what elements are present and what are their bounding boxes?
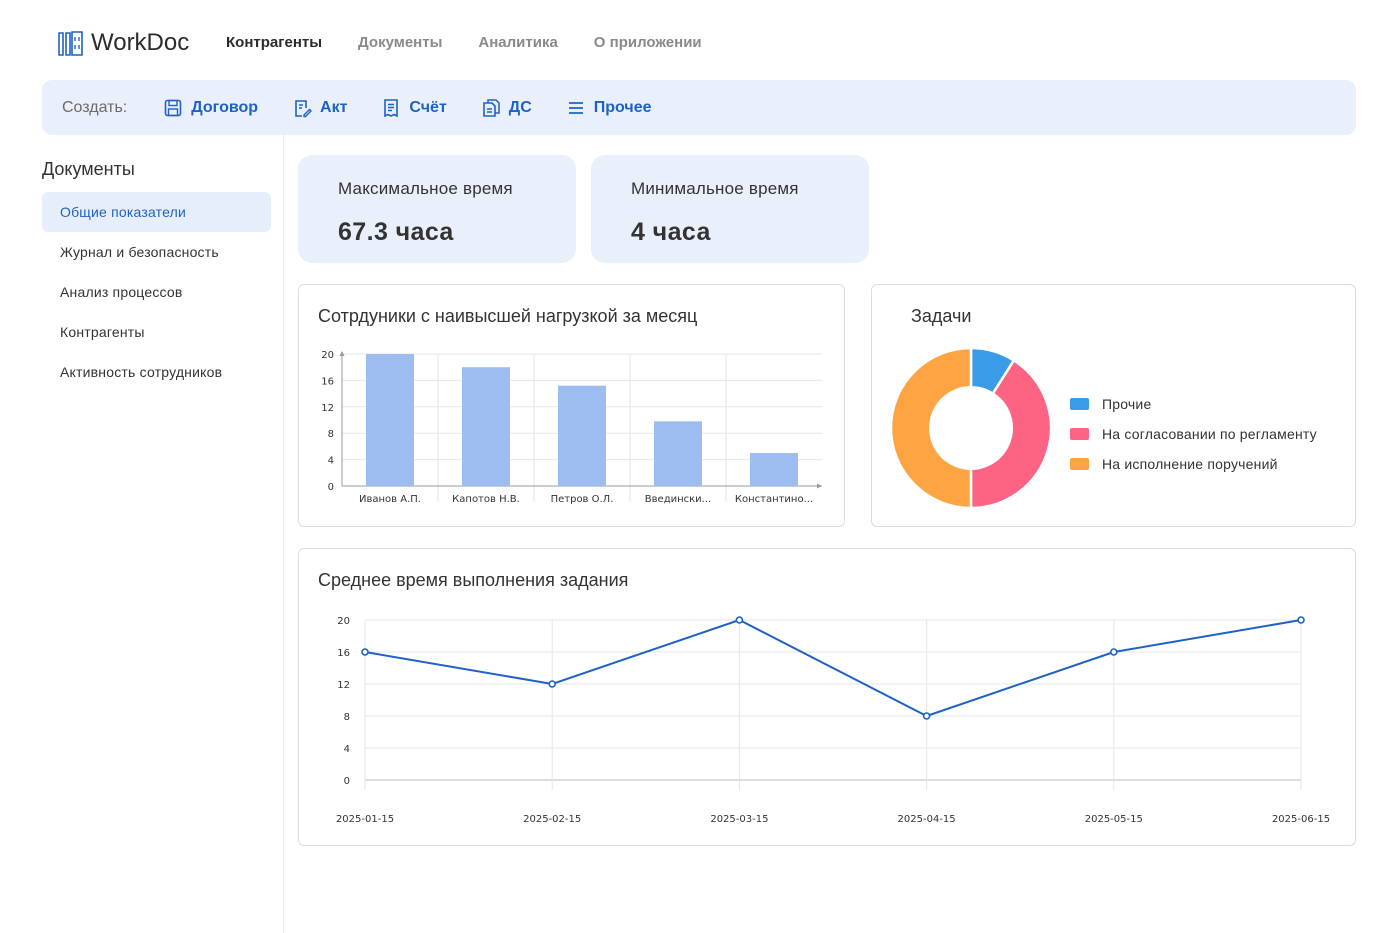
data-point	[735, 616, 744, 624]
stat-label: Минимальное время	[631, 179, 799, 198]
chart-title: Сотрдуники с наивысшей нагрузкой за меся…	[318, 306, 698, 326]
main-nav: Контрагенты Документы Аналитика О прилож…	[226, 34, 738, 51]
sidebar-item-counterparties[interactable]: Контрагенты	[60, 324, 145, 340]
create-toolbar: Создать: Договор Акт Счёт ДС Прочее	[42, 80, 1356, 135]
y-tick-label: 20	[321, 350, 334, 361]
legend-label: На исполнение поручений	[1102, 456, 1278, 472]
y-tick-label: 4	[328, 456, 334, 467]
legend-item[interactable]: На согласовании по регламенту	[1070, 419, 1317, 449]
app-logo-icon	[58, 31, 83, 56]
y-tick-label: 0	[344, 776, 350, 787]
sidebar-item-general-metrics[interactable]: Общие показатели	[42, 192, 271, 232]
stat-value: 4 часа	[631, 218, 711, 246]
legend-item[interactable]: На исполнение поручений	[1070, 449, 1317, 479]
create-other-button[interactable]: Прочее	[566, 98, 652, 118]
donut-chart	[889, 346, 1053, 510]
y-axis-arrow	[339, 351, 345, 356]
donut-hole	[929, 386, 1013, 470]
bar	[654, 421, 702, 486]
nav-item-documents[interactable]: Документы	[358, 34, 443, 51]
stat-label: Максимальное время	[338, 179, 513, 198]
nav-item-analytics[interactable]: Аналитика	[478, 34, 558, 51]
sidebar-item-employee-activity[interactable]: Активность сотрудников	[60, 364, 223, 380]
legend-swatch	[1070, 428, 1089, 440]
bar-chart: 0 4 8 12 16 20 Иванов А.П. Капотов Н.В. Петров О…	[321, 350, 822, 505]
x-tick-label: Иванов А.П.	[359, 494, 421, 505]
stat-card-max-time: Максимальное время 67.3 часа	[298, 155, 576, 263]
x-tick-label: 2025-06-15	[1272, 814, 1330, 825]
sidebar: Документы Общие показатели Журнал и безо…	[42, 135, 284, 933]
y-tick-label: 20	[337, 616, 350, 627]
menu-icon	[568, 101, 583, 114]
data-point	[922, 712, 931, 720]
create-label: Создать:	[62, 98, 128, 116]
y-tick-label: 16	[321, 376, 334, 387]
bar	[558, 385, 606, 486]
create-supplement-button[interactable]: ДС	[481, 98, 532, 118]
x-tick-label: 2025-04-15	[898, 814, 956, 825]
edit-document-icon	[295, 99, 313, 117]
x-tick-label: Петров О.Л.	[551, 494, 614, 505]
chart-title: Среднее время выполнения задания	[318, 570, 629, 590]
copy-document-icon	[482, 98, 500, 117]
line-chart-card: Среднее время выполнения задания 0 4 8 12 16…	[298, 548, 1356, 846]
y-tick-label: 8	[328, 429, 334, 440]
legend-swatch	[1070, 458, 1089, 470]
app-name: WorkDoc	[91, 29, 190, 56]
stat-value: 67.3 часа	[338, 218, 454, 246]
bar-chart-card: Сотрдуники с наивысшей нагрузкой за меся…	[298, 284, 845, 527]
line-chart: 0 4 8 12 16 20 2025-01-15 2025-02-15 2025-03-15 2…	[336, 616, 1330, 825]
sidebar-item-process-analysis[interactable]: Анализ процессов	[60, 284, 183, 300]
create-contract-label: Договор	[191, 98, 259, 116]
sidebar-item-log-security[interactable]: Журнал и безопасность	[60, 244, 219, 260]
create-act-label: Акт	[320, 98, 348, 116]
create-invoice-button[interactable]: Счёт	[381, 98, 447, 118]
bar	[366, 354, 414, 486]
y-tick-label: 16	[337, 648, 350, 659]
y-tick-label: 4	[344, 744, 350, 755]
data-point	[548, 680, 556, 688]
legend-item[interactable]: Прочие	[1070, 389, 1317, 419]
create-act-button[interactable]: Акт	[292, 98, 347, 118]
create-other-label: Прочее	[593, 98, 652, 116]
create-supplement-label: ДС	[508, 98, 532, 116]
sidebar-title: Документы	[42, 159, 135, 179]
nav-item-counterparties[interactable]: Контрагенты	[226, 34, 323, 51]
bar	[462, 367, 510, 486]
receipt-icon	[384, 98, 399, 117]
data-point	[1297, 616, 1305, 624]
create-contract-button[interactable]: Договор	[163, 98, 258, 118]
app-logo[interactable]: WorkDoc	[57, 29, 189, 57]
top-navigation-bar: WorkDoc Контрагенты Документы Аналитика …	[0, 0, 1400, 82]
x-tick-label: 2025-02-15	[523, 814, 581, 825]
chart-title: Задачи	[911, 306, 972, 326]
data-point	[361, 648, 369, 656]
nav-item-about[interactable]: О приложении	[593, 34, 702, 51]
x-tick-label: Введински...	[645, 494, 711, 505]
y-tick-label: 12	[337, 680, 350, 691]
create-invoice-label: Счёт	[409, 98, 447, 116]
data-point	[1109, 648, 1118, 656]
stat-card-min-time: Минимальное время 4 часа	[591, 155, 869, 263]
x-axis-arrow	[817, 483, 822, 489]
y-tick-label: 8	[344, 712, 350, 723]
x-tick-label: 2025-01-15	[336, 814, 394, 825]
bar	[750, 453, 798, 486]
x-tick-label: Капотов Н.В.	[452, 494, 520, 505]
legend-label: На согласовании по регламенту	[1102, 426, 1317, 442]
save-icon	[164, 99, 182, 116]
legend-label: Прочие	[1102, 396, 1152, 412]
y-tick-label: 0	[328, 482, 334, 493]
series-line	[364, 618, 1302, 718]
x-tick-label: Константино...	[735, 494, 813, 505]
legend-swatch	[1070, 398, 1089, 410]
donut-chart-card: Задачи Прочие На согласовании по регламен…	[871, 284, 1356, 527]
donut-legend: Прочие На согласовании по регламенту На ис…	[1070, 389, 1317, 479]
x-tick-label: 2025-05-15	[1085, 814, 1143, 825]
x-tick-label: 2025-03-15	[710, 814, 768, 825]
y-tick-label: 12	[321, 403, 334, 414]
